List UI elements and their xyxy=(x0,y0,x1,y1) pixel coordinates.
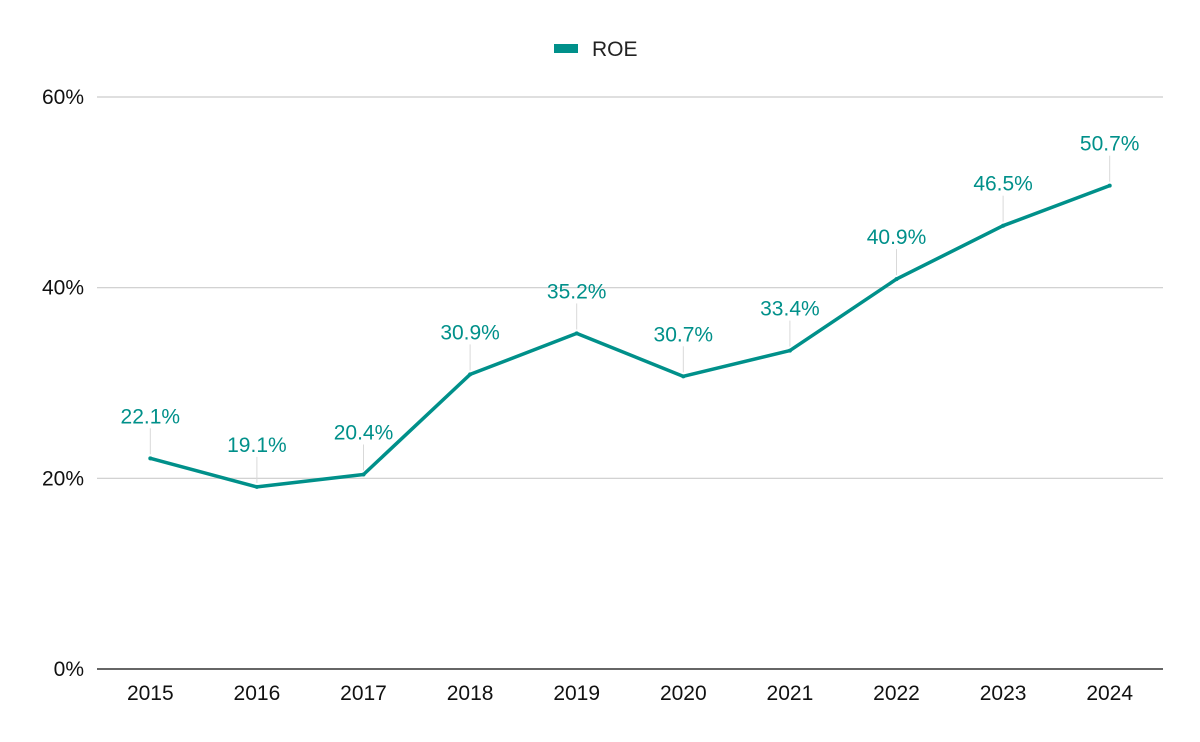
data-point xyxy=(361,472,366,477)
data-label: 40.9% xyxy=(867,226,927,249)
label-leaders xyxy=(149,155,1111,483)
data-point xyxy=(894,277,899,282)
data-point xyxy=(574,331,579,336)
data-label: 22.1% xyxy=(121,405,181,428)
data-label: 50.7% xyxy=(1080,133,1140,156)
data-point xyxy=(1107,183,1112,188)
x-tick-label: 2021 xyxy=(767,682,814,705)
data-label: 46.5% xyxy=(973,173,1033,196)
data-labels: 22.1% 19.1% 20.4% 30.9% 35.2% 30.7% 33.4% 40.9%… xyxy=(121,133,1140,457)
x-tick-label: 2015 xyxy=(127,682,174,705)
y-tick-label: 20% xyxy=(42,467,84,490)
x-tick-label: 2023 xyxy=(980,682,1027,705)
data-label: 35.2% xyxy=(547,280,607,303)
legend-label-roe: ROE xyxy=(592,38,638,61)
axes: 0% 20% 40% 60% 2015 2016 2017 2018 2019 2020 2021 2… xyxy=(42,86,1163,705)
x-tick-label: 2016 xyxy=(234,682,281,705)
x-tick-label: 2017 xyxy=(340,682,387,705)
x-tick-label: 2022 xyxy=(873,682,920,705)
y-tick-label: 0% xyxy=(54,658,84,681)
data-label: 30.9% xyxy=(440,321,500,344)
data-point xyxy=(148,456,153,461)
data-point xyxy=(787,348,792,353)
data-label: 20.4% xyxy=(334,422,394,445)
data-point xyxy=(468,372,473,377)
x-tick-label: 2018 xyxy=(447,682,494,705)
series-layer xyxy=(148,183,1112,489)
y-tick-label: 60% xyxy=(42,86,84,109)
legend-swatch-roe xyxy=(554,44,578,53)
x-tick-label: 2019 xyxy=(553,682,600,705)
data-label: 33.4% xyxy=(760,298,820,321)
legend[interactable]: ROE xyxy=(554,38,638,61)
data-point xyxy=(254,484,259,489)
x-tick-label: 2024 xyxy=(1086,682,1133,705)
gridlines xyxy=(97,96,1163,479)
data-label: 19.1% xyxy=(227,434,287,457)
data-point xyxy=(681,374,686,379)
data-label: 30.7% xyxy=(654,323,714,346)
x-tick-label: 2020 xyxy=(660,682,707,705)
series-line-roe xyxy=(148,183,1112,489)
y-tick-label: 40% xyxy=(42,277,84,300)
data-point xyxy=(1001,223,1006,228)
